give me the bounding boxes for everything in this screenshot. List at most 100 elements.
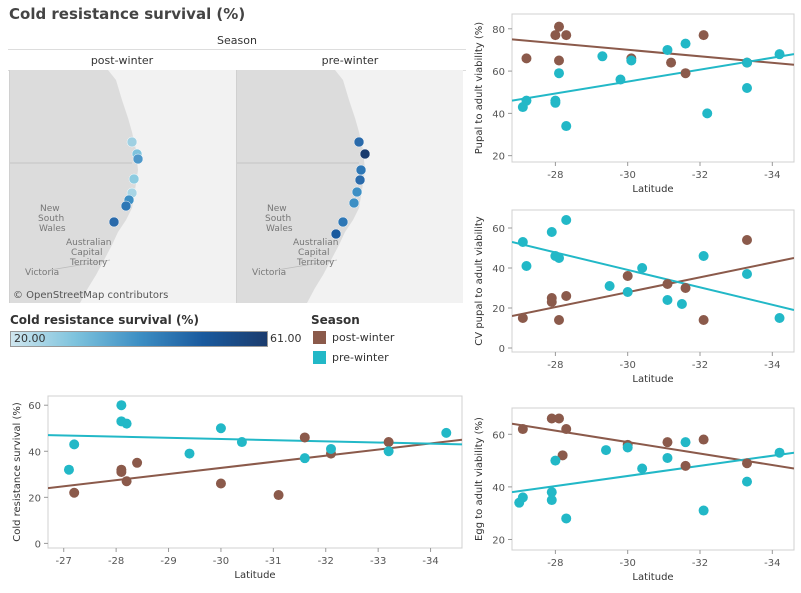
map-marker[interactable] [359, 148, 371, 160]
point-post-winter[interactable] [742, 458, 752, 469]
point-pre-winter[interactable] [774, 447, 785, 458]
map-marker[interactable] [354, 174, 366, 186]
point-pre-winter[interactable] [742, 57, 752, 68]
season-legend-label-post-winter[interactable]: post-winter [332, 331, 395, 344]
point-pre-winter[interactable] [521, 95, 532, 106]
point-pre-winter[interactable] [184, 448, 195, 459]
point-pre-winter[interactable] [63, 464, 74, 475]
point-post-winter[interactable] [132, 457, 143, 468]
point-post-winter[interactable] [554, 315, 564, 325]
map-marker[interactable] [330, 228, 342, 240]
point-pre-winter[interactable] [236, 437, 247, 448]
point-post-winter[interactable] [698, 315, 709, 325]
point-post-winter[interactable] [517, 424, 528, 435]
point-post-winter[interactable] [546, 293, 557, 303]
point-pre-winter[interactable] [742, 83, 752, 93]
point-post-winter[interactable] [561, 30, 572, 41]
point-post-winter[interactable] [215, 478, 226, 489]
point-post-winter[interactable] [554, 21, 564, 32]
point-pre-winter[interactable] [561, 215, 572, 225]
point-post-winter[interactable] [680, 460, 691, 471]
point-pre-winter[interactable] [299, 453, 310, 464]
point-post-winter[interactable] [517, 313, 528, 323]
map-marker[interactable] [128, 173, 140, 185]
point-pre-winter[interactable] [554, 253, 564, 263]
point-post-winter[interactable] [383, 437, 394, 448]
point-pre-winter[interactable] [441, 427, 452, 438]
point-pre-winter[interactable] [698, 505, 709, 516]
point-pre-winter[interactable] [561, 513, 572, 524]
point-pre-winter[interactable] [774, 313, 785, 323]
point-post-winter[interactable] [521, 53, 532, 64]
map-panel-pre-winter[interactable]: New South Wales Australian Capital Terri… [236, 70, 463, 303]
map-marker[interactable] [353, 136, 365, 148]
point-post-winter[interactable] [698, 434, 709, 445]
point-pre-winter[interactable] [662, 44, 673, 55]
point-post-winter[interactable] [121, 476, 132, 487]
point-pre-winter[interactable] [615, 74, 626, 85]
map-marker[interactable] [120, 200, 132, 212]
point-post-winter[interactable] [546, 413, 557, 424]
point-pre-winter[interactable] [215, 423, 226, 434]
chart-cold-resistance[interactable]: 0 20 40 60 -27 -28 -29 -30 -31 -32 -33 -34 Latitude C… [8, 392, 466, 588]
point-post-winter[interactable] [554, 413, 564, 424]
map-marker[interactable] [126, 136, 138, 148]
map-marker[interactable] [337, 216, 349, 228]
point-post-winter[interactable] [116, 467, 127, 477]
point-pre-winter[interactable] [637, 463, 648, 474]
point-pre-winter[interactable] [662, 452, 673, 463]
point-pre-winter[interactable] [546, 227, 557, 237]
chart-egg-viability[interactable]: 20 40 60 -28 -30 -32 -34 Latitude Egg to adult v… [470, 402, 798, 588]
point-post-winter[interactable] [554, 55, 564, 66]
chart-cv-pupal-viability[interactable]: 0 20 40 60 -28 -30 -32 -34 Latitude CV pupal to a… [470, 204, 798, 390]
chart-pupal-viability[interactable]: 20 40 60 80 -28 -30 -32 -34 Latitude Pupal to adu… [470, 6, 798, 196]
point-pre-winter[interactable] [626, 55, 637, 66]
point-pre-winter[interactable] [774, 49, 785, 60]
point-pre-winter[interactable] [702, 108, 713, 119]
point-pre-winter[interactable] [742, 269, 752, 279]
point-pre-winter[interactable] [604, 281, 615, 291]
map-marker[interactable] [348, 197, 360, 209]
point-pre-winter[interactable] [698, 251, 709, 261]
point-pre-winter[interactable] [383, 446, 394, 457]
point-pre-winter[interactable] [550, 455, 561, 466]
point-pre-winter[interactable] [116, 400, 127, 411]
season-legend-swatch-post-winter[interactable] [313, 331, 326, 344]
point-pre-winter[interactable] [680, 437, 691, 448]
point-pre-winter[interactable] [622, 442, 633, 453]
point-post-winter[interactable] [742, 235, 752, 245]
point-pre-winter[interactable] [662, 295, 673, 305]
map-marker[interactable] [355, 164, 367, 176]
point-pre-winter[interactable] [325, 443, 336, 454]
point-post-winter[interactable] [622, 271, 633, 281]
point-pre-winter[interactable] [546, 495, 557, 506]
point-post-winter[interactable] [666, 57, 677, 68]
point-post-winter[interactable] [273, 490, 284, 501]
map-marker[interactable] [351, 186, 363, 198]
point-pre-winter[interactable] [561, 121, 572, 132]
point-pre-winter[interactable] [546, 487, 557, 498]
point-pre-winter[interactable] [622, 287, 633, 297]
point-pre-winter[interactable] [517, 237, 528, 247]
point-pre-winter[interactable] [554, 68, 564, 79]
point-post-winter[interactable] [561, 424, 572, 435]
point-post-winter[interactable] [550, 30, 561, 41]
point-pre-winter[interactable] [742, 476, 752, 487]
map-marker[interactable] [132, 153, 144, 165]
map-panel-post-winter[interactable]: New South Wales Australian Capital Terri… [9, 70, 236, 303]
point-pre-winter[interactable] [517, 492, 528, 503]
point-post-winter[interactable] [662, 437, 673, 448]
season-legend-swatch-pre-winter[interactable] [313, 351, 326, 364]
point-pre-winter[interactable] [676, 299, 687, 309]
point-post-winter[interactable] [680, 68, 691, 79]
point-pre-winter[interactable] [680, 38, 691, 49]
point-post-winter[interactable] [561, 291, 572, 301]
point-post-winter[interactable] [299, 432, 310, 443]
point-post-winter[interactable] [69, 487, 80, 498]
point-pre-winter[interactable] [597, 51, 608, 62]
season-legend-label-pre-winter[interactable]: pre-winter [332, 351, 389, 364]
point-pre-winter[interactable] [121, 418, 132, 429]
point-pre-winter[interactable] [637, 263, 648, 273]
map-marker[interactable] [108, 216, 120, 228]
point-pre-winter[interactable] [550, 97, 561, 108]
